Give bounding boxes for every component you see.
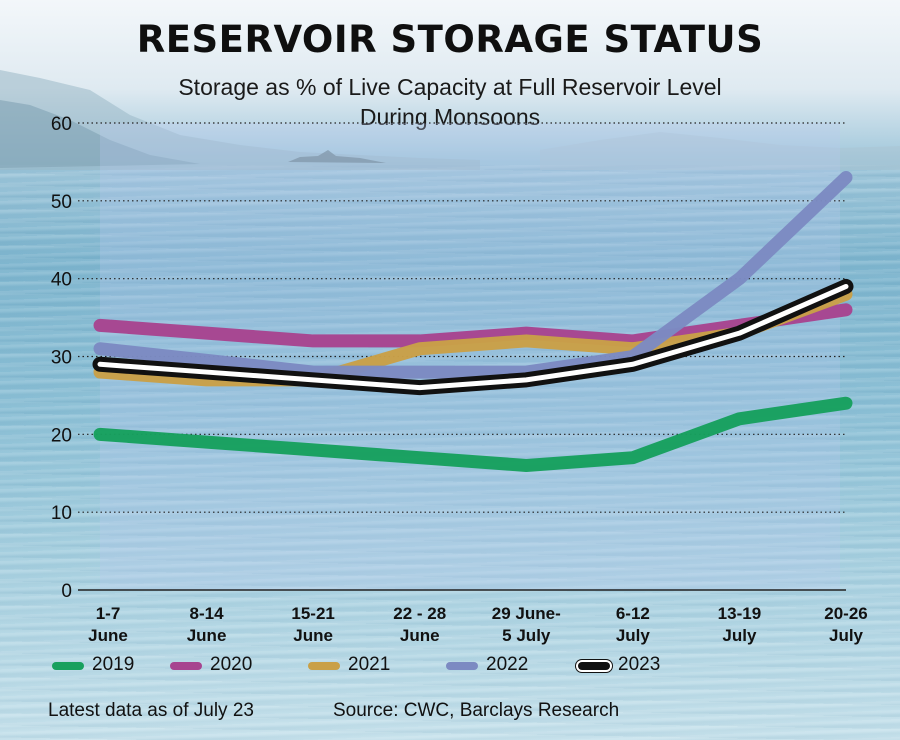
x-tick-label-0-1: June [88,626,128,645]
x-tick-label-4-1: 5 July [502,626,551,645]
y-tick-label-60: 60 [51,114,72,135]
series-line-2019 [93,396,853,472]
x-tick-label-3-0: 22 - 28 [393,604,446,623]
y-tick-label-10: 10 [51,503,72,524]
x-tick-label-6-1: July [722,626,757,645]
y-tick-label-50: 50 [51,192,72,213]
footer-source: Source: CWC, Barclays Research [333,700,620,721]
x-tick-label-1-1: June [187,626,227,645]
legend-label-2023: 2023 [618,654,661,675]
x-axis-ticks: 1-7 June 8-14 June 15-21 June 22 - 28 June 29 Ju… [88,604,868,645]
series-line-2020 [93,303,853,348]
x-tick-label-3-1: June [400,626,440,645]
chart-title: RESERVOIR STORAGE STATUS [136,18,764,61]
chart-subtitle: Storage as % of Live Capacity at Full Re… [178,74,722,130]
x-tick-label-4-0: 29 June- [492,604,561,623]
series-lines [92,170,854,472]
x-tick-label-6-0: 13-19 [718,604,761,623]
legend-label-2021: 2021 [348,654,391,675]
x-tick-label-2-1: June [293,626,333,645]
y-axis-ticks: 0 10 20 30 40 50 60 [51,114,72,602]
legend-swatch-2023 [578,662,610,670]
legend-label-2019: 2019 [92,654,135,675]
legend-swatch-2020 [170,662,202,670]
legend-label-2022: 2022 [486,654,529,675]
y-tick-label-0: 0 [61,581,72,602]
legend-swatch-2022 [446,662,478,670]
x-tick-label-2-0: 15-21 [291,604,334,623]
y-tick-label-20: 20 [51,425,72,446]
series-line-2023-core [97,283,849,391]
x-tick-label-7-1: July [829,626,864,645]
grid-lines [78,122,846,591]
y-tick-label-40: 40 [51,270,72,291]
legend-swatch-2021 [308,662,340,670]
x-tick-label-5-0: 6-12 [616,604,650,623]
footer-note: Latest data as of July 23 [48,700,254,721]
x-tick-label-1-0: 8-14 [190,604,225,623]
legend-swatch-2019 [52,662,84,670]
x-tick-label-0-0: 1-7 [96,604,121,623]
series-line-2022 [93,170,853,379]
x-tick-label-5-1: July [616,626,651,645]
x-tick-label-7-0: 20-26 [824,604,867,623]
y-tick-label-30: 30 [51,348,72,369]
background-mountains [0,70,900,170]
line-chart: 0 10 20 30 40 50 60 1-7 June 8-14 June 15-21 June 22… [51,114,868,645]
legend-label-2020: 2020 [210,654,253,675]
